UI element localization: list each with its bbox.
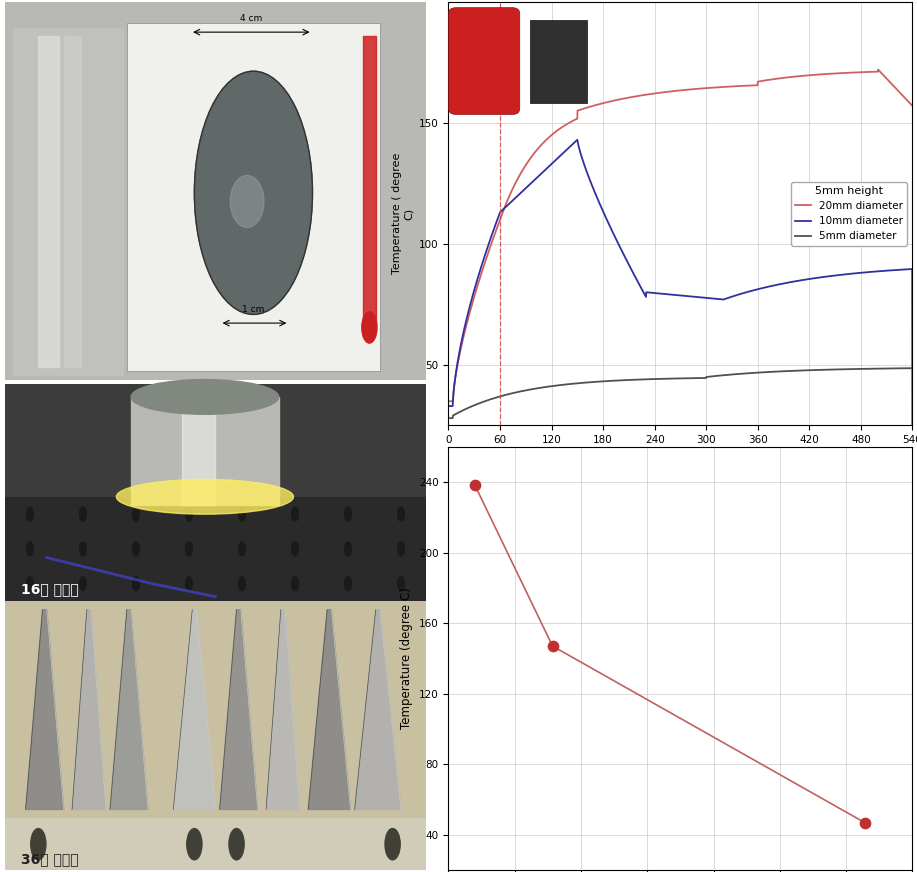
Y-axis label: Temperature (degree C): Temperature (degree C) xyxy=(401,588,414,729)
Circle shape xyxy=(185,542,193,555)
Line: 20mm diameter: 20mm diameter xyxy=(448,70,912,401)
Line: 5mm diameter: 5mm diameter xyxy=(448,368,912,419)
Polygon shape xyxy=(220,610,258,809)
Circle shape xyxy=(194,72,313,315)
FancyBboxPatch shape xyxy=(5,497,426,601)
Line: 10mm diameter: 10mm diameter xyxy=(448,140,912,486)
Point xyxy=(857,815,872,829)
Point xyxy=(468,479,482,493)
10mm diameter xyxy=(657,289,668,299)
Text: 1 cm: 1 cm xyxy=(242,305,265,315)
Legend: 20mm diameter, 10mm diameter, 5mm diameter: 20mm diameter, 10mm diameter, 5mm diamet… xyxy=(791,181,907,246)
Circle shape xyxy=(292,576,298,590)
Circle shape xyxy=(133,508,139,521)
Circle shape xyxy=(398,576,404,590)
Text: 16배 집광기: 16배 집광기 xyxy=(21,582,79,596)
Polygon shape xyxy=(39,37,60,366)
20mm diameter xyxy=(443,396,454,406)
Polygon shape xyxy=(266,610,300,809)
Circle shape xyxy=(80,542,86,555)
20mm diameter xyxy=(873,65,884,75)
FancyBboxPatch shape xyxy=(5,2,426,379)
Circle shape xyxy=(80,576,86,590)
Circle shape xyxy=(27,508,33,521)
Circle shape xyxy=(385,828,400,860)
10mm diameter xyxy=(894,264,905,275)
5mm diameter xyxy=(808,364,819,375)
5mm diameter xyxy=(657,373,668,384)
Polygon shape xyxy=(26,610,63,809)
Circle shape xyxy=(238,508,246,521)
Ellipse shape xyxy=(131,379,279,414)
Circle shape xyxy=(31,828,46,860)
10mm diameter xyxy=(572,134,583,145)
Polygon shape xyxy=(72,610,105,809)
FancyBboxPatch shape xyxy=(127,24,380,371)
Circle shape xyxy=(362,312,377,343)
Ellipse shape xyxy=(230,175,264,228)
10mm diameter xyxy=(809,273,820,283)
Circle shape xyxy=(345,508,351,521)
Point xyxy=(546,639,560,653)
Polygon shape xyxy=(13,28,123,375)
Circle shape xyxy=(283,264,291,278)
FancyBboxPatch shape xyxy=(5,601,426,870)
Y-axis label: Temperature ( degree
C): Temperature ( degree C) xyxy=(392,153,414,275)
10mm diameter xyxy=(668,290,679,300)
FancyBboxPatch shape xyxy=(5,818,426,870)
Circle shape xyxy=(398,508,404,521)
10mm diameter xyxy=(467,292,478,303)
Circle shape xyxy=(345,542,351,555)
5mm diameter xyxy=(893,363,904,373)
Circle shape xyxy=(229,828,244,860)
20mm diameter xyxy=(907,100,917,111)
20mm diameter xyxy=(808,70,819,80)
Circle shape xyxy=(212,264,219,278)
20mm diameter xyxy=(893,86,904,97)
5mm diameter xyxy=(893,363,904,373)
Circle shape xyxy=(238,542,246,555)
Circle shape xyxy=(398,542,404,555)
Circle shape xyxy=(133,542,139,555)
Polygon shape xyxy=(308,610,350,809)
Circle shape xyxy=(238,576,246,590)
20mm diameter xyxy=(467,299,478,310)
Circle shape xyxy=(133,576,139,590)
Circle shape xyxy=(185,508,193,521)
20mm diameter xyxy=(668,85,679,96)
Polygon shape xyxy=(355,610,401,809)
Polygon shape xyxy=(363,37,376,324)
5mm diameter xyxy=(467,401,478,412)
Text: 36배 집광기: 36배 집광기 xyxy=(21,852,79,866)
Circle shape xyxy=(187,828,202,860)
Text: 4 cm: 4 cm xyxy=(240,15,262,24)
10mm diameter xyxy=(907,480,917,491)
Polygon shape xyxy=(110,610,148,809)
Polygon shape xyxy=(131,397,279,506)
Circle shape xyxy=(292,542,298,555)
FancyBboxPatch shape xyxy=(5,384,426,601)
Polygon shape xyxy=(182,397,215,506)
20mm diameter xyxy=(894,86,905,97)
5mm diameter xyxy=(668,373,679,384)
Circle shape xyxy=(80,508,86,521)
10mm diameter xyxy=(893,264,904,275)
10mm diameter xyxy=(443,401,454,412)
5mm diameter xyxy=(443,413,454,424)
Circle shape xyxy=(292,508,298,521)
Polygon shape xyxy=(63,37,81,366)
Ellipse shape xyxy=(116,480,293,514)
5mm diameter xyxy=(907,363,917,373)
Circle shape xyxy=(27,576,33,590)
Polygon shape xyxy=(173,610,215,809)
20mm diameter xyxy=(657,87,668,98)
X-axis label: Time (sec): Time (sec) xyxy=(649,451,712,464)
Circle shape xyxy=(185,576,193,590)
Circle shape xyxy=(345,576,351,590)
Circle shape xyxy=(27,542,33,555)
